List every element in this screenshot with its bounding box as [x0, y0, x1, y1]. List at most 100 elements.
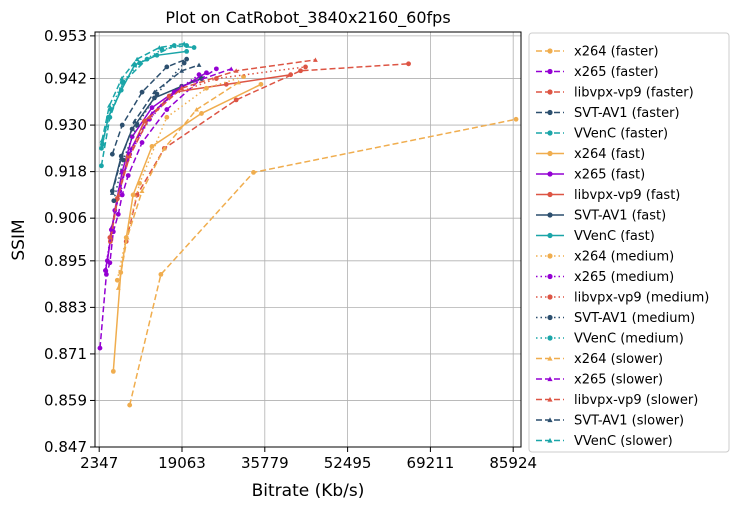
- data-point: [128, 145, 134, 151]
- data-point: [125, 173, 131, 178]
- legend-swatch-marker: [547, 171, 553, 177]
- data-point: [196, 72, 202, 78]
- data-point: [236, 80, 242, 85]
- data-point: [119, 76, 125, 81]
- legend-swatch-marker: [547, 253, 553, 259]
- data-point: [99, 163, 104, 169]
- data-point: [111, 198, 117, 204]
- y-tick-label: 0.895: [44, 252, 87, 270]
- y-axis-label: SSIM: [9, 219, 29, 260]
- data-point: [137, 60, 142, 66]
- data-point: [110, 368, 116, 374]
- plot-frame: [94, 31, 522, 448]
- x-tick-label: 35779: [241, 454, 289, 472]
- data-point: [258, 81, 264, 87]
- x-tick-label: 2347: [80, 454, 118, 472]
- series-group: [115, 80, 242, 290]
- legend-entry-label: x264 (faster): [574, 45, 659, 60]
- series-group: [99, 41, 187, 143]
- data-point: [117, 184, 123, 190]
- legend-entry-label: SVT-AV1 (medium): [574, 311, 695, 326]
- data-point: [108, 235, 114, 240]
- data-point: [164, 114, 170, 120]
- legend-swatch-marker: [547, 294, 553, 300]
- data-point: [130, 192, 136, 198]
- y-tick-label: 0.883: [44, 298, 87, 316]
- series-line: [116, 75, 244, 281]
- legend-swatch-marker: [547, 437, 553, 443]
- data-point: [199, 111, 204, 116]
- data-point: [119, 192, 125, 198]
- data-point: [251, 170, 256, 175]
- series-group: [127, 116, 519, 408]
- data-point: [181, 60, 187, 66]
- legend-swatch-marker: [547, 232, 553, 239]
- series-line: [101, 42, 185, 141]
- data-point: [124, 235, 130, 240]
- legend-entry-label: x265 (medium): [574, 270, 674, 285]
- data-point: [97, 345, 103, 351]
- data-point: [134, 122, 140, 128]
- series-group: [109, 56, 190, 157]
- legend-swatch-marker: [547, 68, 553, 75]
- legend-entry-label: libvpx-vp9 (fast): [574, 188, 680, 203]
- data-point: [161, 145, 167, 151]
- legend-swatch-marker: [547, 191, 553, 198]
- data-point: [139, 188, 145, 193]
- data-point: [166, 93, 172, 99]
- data-point: [156, 45, 162, 50]
- legend-entry-label: libvpx-vp9 (faster): [574, 86, 694, 101]
- x-axis-label: Bitrate (Kb/s): [252, 481, 365, 501]
- y-tick-label: 0.871: [44, 345, 87, 363]
- data-point: [204, 85, 209, 91]
- axes: 2347 19063 35779 52495 69211 85924 0.847 0.859 0…: [44, 27, 537, 472]
- data-point: [100, 142, 105, 147]
- data-point: [127, 153, 133, 159]
- y-tick-label: 0.953: [44, 27, 87, 45]
- data-point: [184, 56, 190, 62]
- data-point: [149, 144, 155, 149]
- legend-swatch-marker: [547, 109, 553, 116]
- legend-entry-label: x265 (slower): [574, 373, 663, 388]
- data-point: [118, 155, 124, 160]
- data-point: [109, 151, 115, 157]
- data-point: [158, 272, 164, 277]
- data-point: [115, 211, 121, 217]
- legend-entry-label: x265 (faster): [574, 65, 659, 80]
- data-point: [127, 402, 133, 408]
- data-point: [233, 68, 239, 73]
- legend-entry-label: SVT-AV1 (faster): [574, 106, 680, 121]
- data-point: [204, 70, 209, 76]
- series-line: [128, 118, 517, 406]
- data-point: [179, 68, 185, 73]
- x-tick-label: 19063: [158, 454, 206, 472]
- data-point: [115, 192, 121, 197]
- data-point: [149, 105, 155, 111]
- legend-swatch-marker: [547, 48, 553, 54]
- x-tick-label: 85924: [489, 454, 537, 472]
- data-point: [109, 190, 115, 195]
- data-point: [134, 56, 140, 62]
- data-point: [142, 118, 147, 124]
- plot-series: [97, 41, 519, 408]
- legend-swatch-marker: [547, 417, 553, 423]
- series-line: [101, 44, 187, 145]
- legend-box: [528, 32, 730, 453]
- series-line: [113, 62, 185, 201]
- legend-swatch-marker: [547, 355, 553, 361]
- y-tick-label: 0.942: [44, 70, 87, 88]
- gridlines: [95, 32, 521, 448]
- data-point: [103, 272, 109, 277]
- legend-swatch-marker: [547, 89, 553, 95]
- series-line: [100, 44, 195, 166]
- legend-entry-label: VVenC (medium): [574, 332, 684, 347]
- y-tick-label: 0.859: [44, 391, 87, 409]
- series-line: [125, 63, 409, 242]
- data-point: [152, 89, 157, 95]
- data-point: [196, 62, 202, 67]
- y-tick-label: 0.847: [44, 438, 87, 456]
- series-line: [111, 64, 200, 194]
- data-point: [191, 45, 197, 50]
- legend-entry-label: libvpx-vp9 (medium): [574, 291, 709, 306]
